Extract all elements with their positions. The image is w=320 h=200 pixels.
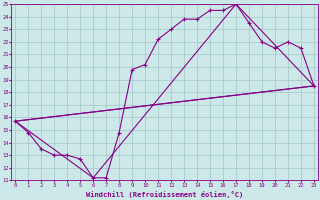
X-axis label: Windchill (Refroidissement éolien,°C): Windchill (Refroidissement éolien,°C) — [86, 191, 243, 198]
